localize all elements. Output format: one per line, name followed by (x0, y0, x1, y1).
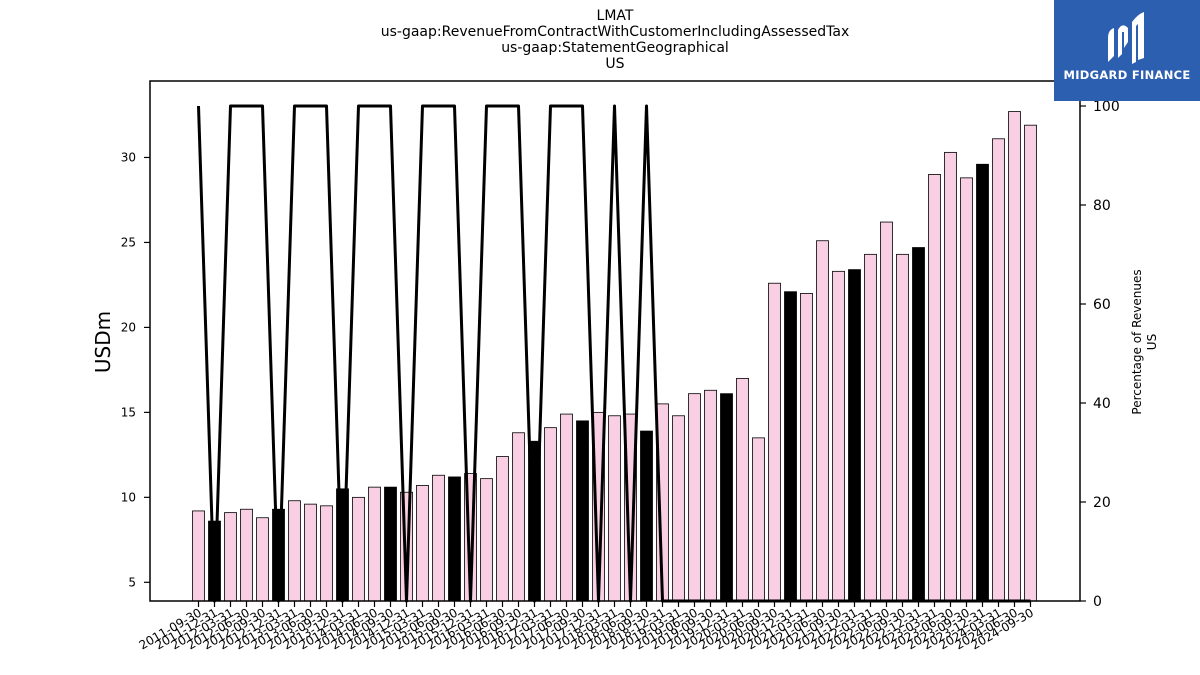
bar-2022-06-30 (880, 221, 893, 602)
bar-2011-09-30 (192, 510, 205, 602)
y-tick-label-5: 5 (128, 575, 136, 589)
bar-2012-06-30 (240, 508, 253, 602)
bar-2013-03-31 (288, 500, 301, 602)
bar-2013-09-30 (320, 505, 333, 602)
y-tick-label-10: 10 (121, 490, 136, 504)
bar-2018-03-31 (608, 415, 621, 602)
y2-axis-label-line-2: US (1145, 334, 1159, 350)
bar-2023-12-31 (976, 163, 989, 602)
y-tick-label-25: 25 (121, 235, 136, 249)
bar-2012-09-30 (256, 517, 269, 602)
bar-2015-03-31 (416, 485, 429, 602)
bar-2023-09-30 (960, 177, 973, 602)
y2-tick-label-20: 20 (1093, 495, 1111, 511)
bar-2024-03-31 (992, 138, 1005, 602)
bar-2021-03-31 (800, 293, 813, 602)
bar-2012-03-31 (224, 512, 237, 602)
bar-2019-12-31 (720, 393, 733, 602)
y2-tick-label-0: 0 (1093, 594, 1102, 610)
bar-2017-03-31 (544, 427, 557, 602)
logo-text: MIDGARD FINANCE (1063, 68, 1191, 82)
bar-2016-03-31 (480, 478, 493, 602)
y2-tick-label-60: 60 (1093, 297, 1111, 313)
bar-2016-09-30 (512, 432, 525, 602)
y2-tick-label-40: 40 (1093, 396, 1111, 412)
bar-2014-09-30 (384, 486, 397, 602)
bar-2020-12-31 (784, 291, 797, 602)
bar-2021-09-30 (832, 270, 845, 602)
chart-title: LMAT us-gaap:RevenueFromContractWithCust… (150, 8, 1080, 72)
bar-2014-03-31 (352, 496, 365, 602)
bar-2016-06-30 (496, 456, 509, 602)
bar-2017-09-30 (576, 420, 589, 602)
bar-2020-06-30 (752, 437, 765, 602)
bar-2014-06-30 (368, 486, 381, 602)
bar-2022-09-30 (896, 253, 909, 602)
bar-2024-09-30 (1024, 124, 1037, 602)
chart-title-line-1: LMAT (596, 8, 634, 24)
chart-title-line-2: us-gaap:RevenueFromContractWithCustomerI… (380, 24, 850, 40)
y-tick-label-20: 20 (121, 320, 136, 334)
bar-2020-09-30 (768, 282, 781, 602)
bar-2018-09-30 (640, 430, 653, 602)
bar-2015-06-30 (432, 474, 445, 602)
bar-2022-12-31 (912, 247, 925, 602)
bar-2013-06-30 (304, 503, 317, 602)
y2-tick-label-100: 100 (1093, 99, 1120, 115)
y2-axis-label-line-1: Percentage of Revenues (1130, 269, 1144, 414)
bar-2023-06-30 (944, 151, 957, 602)
bar-2015-09-30 (448, 476, 461, 602)
chart-title-line-4: US (605, 56, 625, 72)
chart-title-line-3: us-gaap:StatementGeographical (501, 40, 729, 56)
bar-2019-06-30 (688, 393, 701, 602)
bar-2024-06-30 (1008, 111, 1021, 602)
bar-group (192, 111, 1037, 602)
y-tick-label-15: 15 (121, 405, 136, 419)
bar-2017-06-30 (560, 413, 573, 602)
logo-mark-icon (1108, 12, 1144, 64)
y-tick-label-30: 30 (121, 150, 136, 164)
bar-2023-03-31 (928, 174, 941, 602)
bar-2021-06-30 (816, 240, 829, 602)
bar-2022-03-31 (864, 253, 877, 602)
midgard-finance-logo: MIDGARD FINANCE (1054, 0, 1200, 101)
bar-2019-03-31 (672, 415, 685, 602)
y-axis-label: USDm (91, 311, 115, 373)
bar-2021-12-31 (848, 269, 861, 602)
bar-2020-03-31 (736, 377, 749, 602)
y2-tick-label-80: 80 (1093, 198, 1111, 214)
bar-2019-09-30 (704, 389, 717, 602)
